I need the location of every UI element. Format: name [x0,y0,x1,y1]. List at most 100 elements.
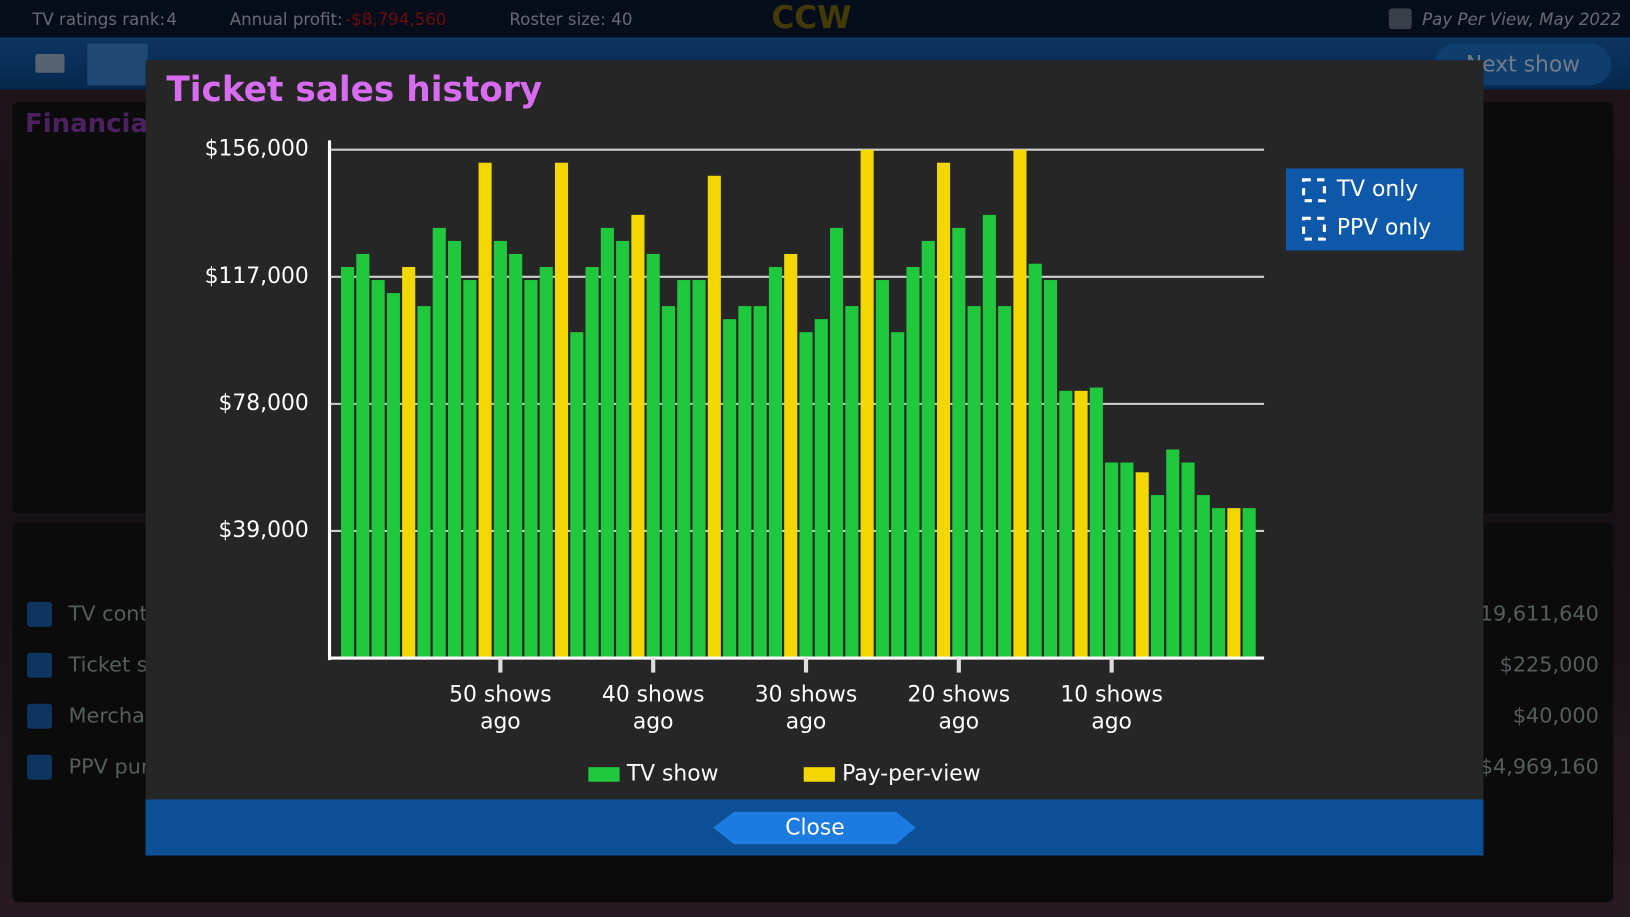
bar [493,240,507,659]
bar [936,162,951,659]
top-bar: TV ratings rank: 4 Annual profit: -$8,79… [0,0,1630,38]
expand-icon[interactable] [27,652,52,678]
chart-title: Ticket sales history [166,68,543,110]
bar [432,227,446,659]
expand-icon[interactable] [27,754,52,780]
bar [1166,449,1180,659]
bar [677,280,691,659]
bar [661,306,676,659]
bar [814,319,828,659]
bar [1089,387,1103,659]
panel-title: Financial [24,108,157,139]
bar [356,253,370,659]
bar [967,306,981,659]
bar [982,214,996,659]
bar [646,253,660,659]
row-value: $19,611,640 [1466,600,1599,626]
y-tick-label: $78,000 [218,391,308,416]
bar [768,267,782,659]
y-tick-label: $156,000 [205,137,309,162]
bar [585,267,599,659]
bar [952,227,966,659]
filter-label[interactable]: TV only [1336,177,1418,202]
modal: Ticket sales history [145,60,1484,856]
bar [570,332,584,659]
bar [1181,462,1195,659]
bar [1043,280,1058,659]
legend-label: TV show [626,761,719,786]
filter-icon[interactable] [1302,216,1326,241]
filter-icon[interactable] [1302,178,1326,203]
bar [1212,508,1226,659]
bar [402,267,416,659]
filter-label[interactable]: PPV only [1337,216,1431,241]
bar [738,306,752,659]
bar [860,149,874,659]
y-tick-label: $39,000 [218,518,308,543]
legend-swatch [803,767,835,782]
roster: 40 [611,9,633,30]
legend-label: Pay-per-view [842,761,980,786]
close-label[interactable]: Close [785,816,844,841]
bar [1028,263,1042,659]
finance-tab[interactable] [87,43,148,86]
bar [600,227,614,659]
bar [845,306,859,659]
bar [509,253,523,659]
bar [478,162,492,659]
bar [1150,495,1165,659]
bar [447,240,462,659]
bar [906,267,920,659]
x-tick-label: 30 shows ago [754,681,858,734]
row-label: Merchar [68,702,154,728]
legend-swatch [588,767,620,782]
bar [891,332,905,659]
bar [692,280,706,659]
bar [1013,149,1027,659]
bar [723,319,737,659]
profit: -$8,794,560 [345,9,447,30]
rank: 4 [166,9,177,30]
row-label: Ticket s [68,651,148,677]
bar [539,267,553,659]
row-value: $225,000 [1499,651,1599,677]
calendar-icon [1388,8,1412,30]
expand-icon[interactable] [27,601,52,627]
bar [371,280,385,659]
close-button[interactable] [713,811,916,845]
bar [417,306,431,659]
date: Pay Per View, May 2022 [1422,9,1622,30]
roster-label: Roster size: [509,9,606,30]
bar [1105,462,1119,659]
x-tick-label: 10 shows ago [1060,681,1163,734]
bar [1242,508,1256,659]
bar [1196,495,1210,659]
y-tick-label: $117,000 [205,264,309,289]
bar [1074,390,1088,659]
bar [554,162,569,659]
bar [524,280,538,659]
bar [921,240,935,659]
row-label: PPV pur [68,753,150,779]
logo: CCW [771,0,852,37]
bar [616,240,630,659]
row-value: $4,969,160 [1479,753,1599,779]
bar [631,214,645,659]
mail-icon[interactable] [35,54,65,73]
bar [799,332,813,659]
bar [386,293,400,659]
expand-icon[interactable] [27,703,52,729]
x-tick-label: 50 shows ago [449,681,552,734]
row-value: $40,000 [1512,702,1599,728]
bar [830,227,844,659]
bar [1120,462,1134,659]
bar [753,306,767,659]
bar [784,253,798,659]
row-label: TV cont [68,600,148,626]
bar [998,306,1012,659]
x-tick-label: 20 shows ago [907,681,1011,734]
bar [707,175,721,659]
bar [1059,390,1073,659]
filter-box [1285,168,1464,251]
